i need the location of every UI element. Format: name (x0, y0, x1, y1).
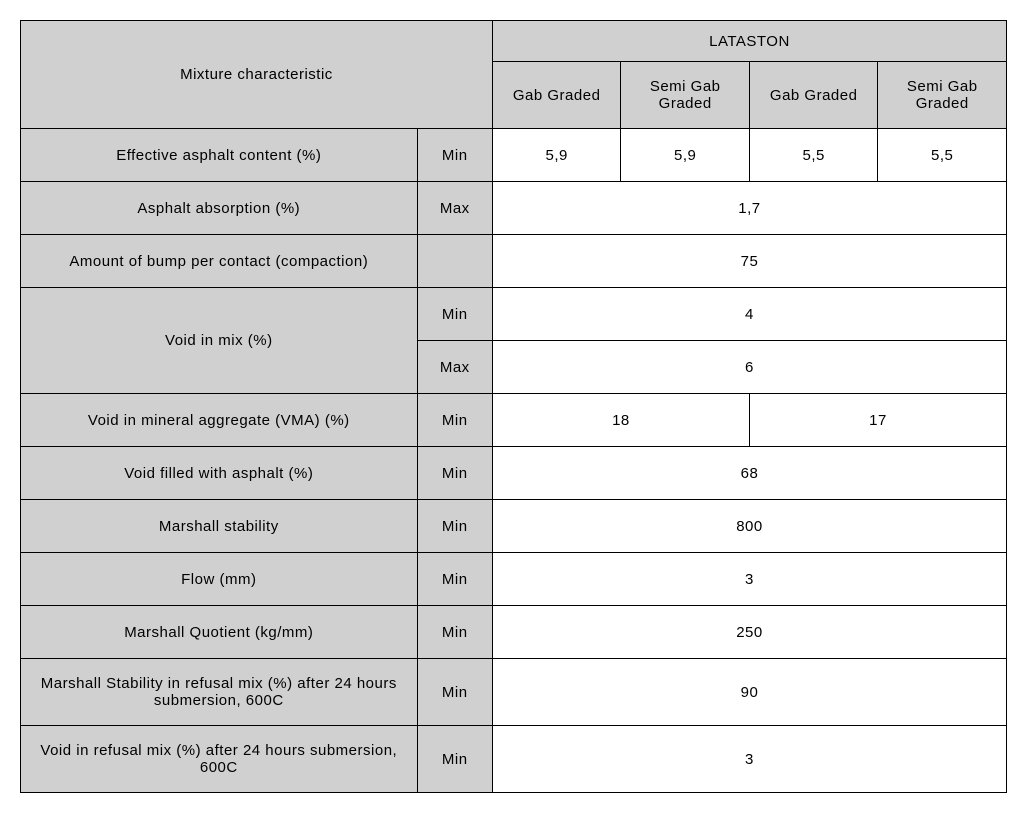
row-label-bump-per-contact: Amount of bump per contact (compaction) (21, 235, 418, 288)
row-label-flow: Flow (mm) (21, 553, 418, 606)
cell-value: 6 (492, 341, 1006, 394)
cell-value: 250 (492, 606, 1006, 659)
cell-min: Min (417, 606, 492, 659)
cell-min: Min (417, 129, 492, 182)
row-label-marshall-stability: Marshall stability (21, 500, 418, 553)
mixture-characteristic-table: Mixture characteristic LATASTON Gab Grad… (20, 20, 1007, 793)
row-label-void-in-mix: Void in mix (%) (21, 288, 418, 394)
cell-min: Min (417, 726, 492, 793)
cell-min: Min (417, 659, 492, 726)
cell-value: 3 (492, 726, 1006, 793)
cell-min: Min (417, 447, 492, 500)
cell-blank (417, 235, 492, 288)
header-col-semi-gab-graded-2: Semi Gab Graded (878, 62, 1007, 129)
row-label-void-refusal: Void in refusal mix (%) after 24 hours s… (21, 726, 418, 793)
row-label-marshall-refusal: Marshall Stability in refusal mix (%) af… (21, 659, 418, 726)
cell-value: 5,9 (621, 129, 750, 182)
cell-min: Min (417, 500, 492, 553)
cell-min: Min (417, 288, 492, 341)
cell-max: Max (417, 182, 492, 235)
header-col-gab-graded-1: Gab Graded (492, 62, 621, 129)
row-label-effective-asphalt: Effective asphalt content (%) (21, 129, 418, 182)
cell-value: 90 (492, 659, 1006, 726)
cell-value: 68 (492, 447, 1006, 500)
header-col-semi-gab-graded-1: Semi Gab Graded (621, 62, 750, 129)
cell-value: 75 (492, 235, 1006, 288)
cell-value: 4 (492, 288, 1006, 341)
cell-min: Min (417, 553, 492, 606)
row-label-vfa: Void filled with asphalt (%) (21, 447, 418, 500)
cell-value: 3 (492, 553, 1006, 606)
cell-min: Min (417, 394, 492, 447)
cell-value: 5,5 (878, 129, 1007, 182)
cell-value: 800 (492, 500, 1006, 553)
row-label-marshall-quotient: Marshall Quotient (kg/mm) (21, 606, 418, 659)
cell-value: 5,5 (749, 129, 878, 182)
cell-value: 1,7 (492, 182, 1006, 235)
row-label-vma: Void in mineral aggregate (VMA) (%) (21, 394, 418, 447)
cell-value: 17 (749, 394, 1006, 447)
header-mixture-characteristic: Mixture characteristic (21, 21, 493, 129)
cell-value: 18 (492, 394, 749, 447)
header-lataston: LATASTON (492, 21, 1006, 62)
cell-value: 5,9 (492, 129, 621, 182)
row-label-asphalt-absorption: Asphalt absorption (%) (21, 182, 418, 235)
cell-max: Max (417, 341, 492, 394)
header-col-gab-graded-2: Gab Graded (749, 62, 878, 129)
